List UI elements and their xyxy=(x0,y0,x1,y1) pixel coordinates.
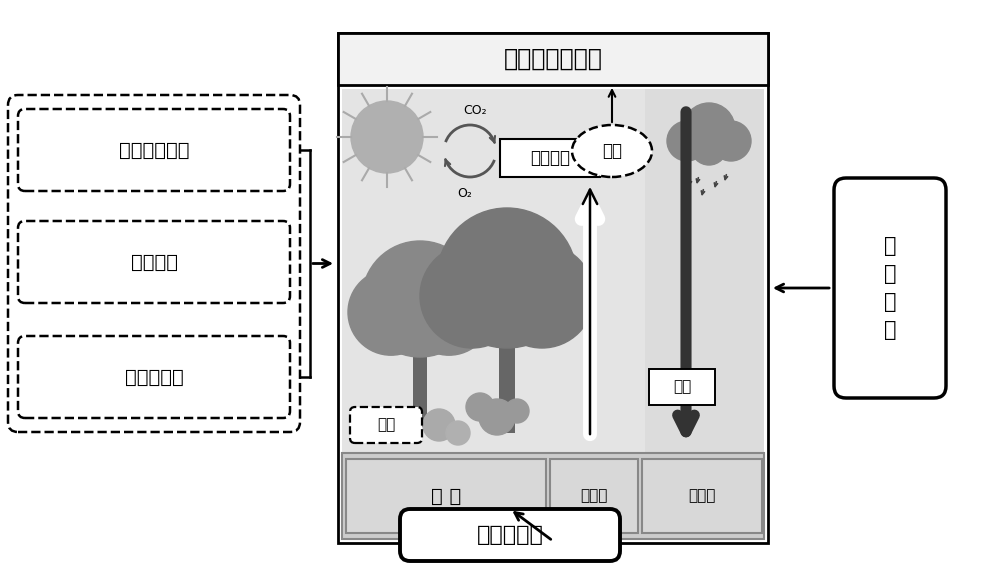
Bar xyxy=(338,33,768,85)
FancyBboxPatch shape xyxy=(18,109,290,191)
Circle shape xyxy=(667,121,707,161)
Circle shape xyxy=(420,244,524,348)
Circle shape xyxy=(406,269,492,355)
Circle shape xyxy=(423,409,455,441)
Circle shape xyxy=(691,129,727,165)
Circle shape xyxy=(479,399,515,435)
Text: 分解: 分解 xyxy=(377,418,395,433)
Circle shape xyxy=(711,121,751,161)
Text: 光合作用: 光合作用 xyxy=(530,149,570,167)
Text: 气候数据: 气候数据 xyxy=(130,253,178,272)
Text: 碳计量结果: 碳计量结果 xyxy=(477,525,543,545)
Bar xyxy=(499,338,515,433)
Text: 模型输入参数: 模型输入参数 xyxy=(119,140,189,159)
Text: 初始化数据: 初始化数据 xyxy=(125,367,183,387)
Circle shape xyxy=(683,103,735,155)
Circle shape xyxy=(466,393,494,421)
Circle shape xyxy=(505,399,529,423)
FancyBboxPatch shape xyxy=(834,178,946,398)
Text: CO₂: CO₂ xyxy=(463,104,487,117)
Text: 土 壤: 土 壤 xyxy=(431,486,461,505)
FancyBboxPatch shape xyxy=(18,336,290,418)
Bar xyxy=(346,459,546,533)
FancyBboxPatch shape xyxy=(350,407,422,443)
Bar xyxy=(342,89,645,455)
Circle shape xyxy=(446,421,470,445)
Circle shape xyxy=(351,101,423,173)
Text: 干
扰
模
块: 干 扰 模 块 xyxy=(884,236,896,340)
Bar xyxy=(642,459,762,533)
Bar xyxy=(550,459,638,533)
Circle shape xyxy=(490,244,594,348)
FancyBboxPatch shape xyxy=(400,509,620,561)
Text: O₂: O₂ xyxy=(458,187,472,200)
Bar xyxy=(342,89,764,455)
Bar xyxy=(500,139,600,177)
Bar xyxy=(649,369,715,405)
Text: 土壤水: 土壤水 xyxy=(688,489,716,504)
Circle shape xyxy=(362,241,478,357)
Text: 蒸发: 蒸发 xyxy=(602,142,622,160)
Circle shape xyxy=(348,269,434,355)
Circle shape xyxy=(437,208,577,348)
Text: 雪与冰: 雪与冰 xyxy=(580,489,608,504)
Bar xyxy=(342,453,764,539)
Bar xyxy=(413,347,427,427)
Bar xyxy=(338,33,768,543)
FancyBboxPatch shape xyxy=(18,221,290,303)
Text: 碳循环过程模型: 碳循环过程模型 xyxy=(504,47,602,71)
Text: 径流: 径流 xyxy=(673,379,691,394)
Ellipse shape xyxy=(572,125,652,177)
